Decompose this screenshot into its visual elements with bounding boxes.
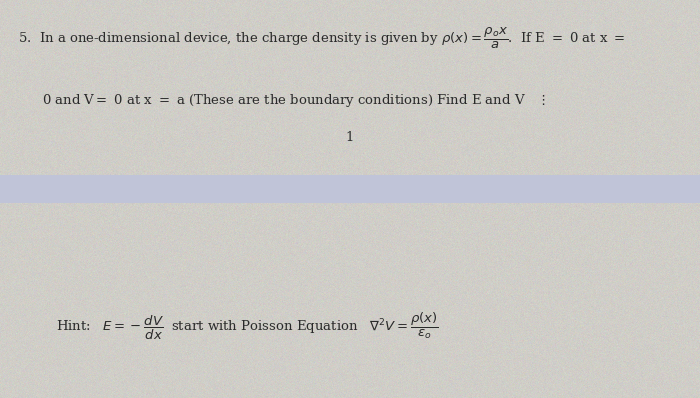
Bar [0, 175, 700, 203]
Text: 0 and V$=$ 0 at x $=$ a (These are the boundary conditions) Find E and V   $\vdo: 0 and V$=$ 0 at x $=$ a (These are the b… [42, 92, 545, 109]
Text: Hint:   $E = -\dfrac{dV}{dx}$  start with Poisson Equation   $\nabla^2 V = \dfra: Hint: $E = -\dfrac{dV}{dx}$ start with P… [56, 310, 439, 341]
Text: 5.  In a one-dimensional device, the charge density is given by $\rho(x) = \dfra: 5. In a one-dimensional device, the char… [18, 26, 624, 51]
Text: 1: 1 [346, 131, 354, 144]
